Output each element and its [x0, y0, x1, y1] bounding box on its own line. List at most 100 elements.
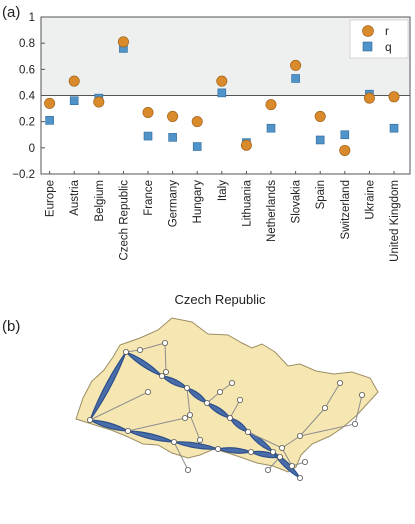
- network-node: [226, 414, 233, 421]
- network-node: [216, 388, 223, 395]
- x-tick-label: Ukraine: [364, 180, 376, 220]
- network-node: [336, 379, 343, 386]
- network-edge-weak: [186, 387, 191, 416]
- point-q-germany: [168, 133, 177, 142]
- network-node: [162, 368, 169, 375]
- y-tick-label: 0.4: [19, 91, 36, 103]
- y-tick-label: 0.8: [19, 38, 35, 50]
- network-node: [136, 346, 143, 353]
- x-tick-label: Hungary: [192, 180, 204, 224]
- point-q-united-kingdom: [389, 123, 399, 133]
- network-edge-weak: [281, 435, 301, 449]
- point-q-hungary: [192, 142, 202, 151]
- point-r-ukraine: [363, 92, 375, 104]
- network-node: [184, 466, 191, 473]
- network-node: [358, 391, 365, 398]
- point-q-europe: [45, 116, 54, 125]
- point-r-europe: [44, 97, 56, 109]
- panel-b-label: (b): [2, 318, 20, 335]
- legend-marker-r: [362, 25, 374, 37]
- network-node: [244, 428, 251, 435]
- network-node: [247, 448, 254, 455]
- panel-a-label: (a): [2, 4, 20, 21]
- point-q-netherlands: [266, 123, 276, 133]
- data-marks: [44, 36, 400, 156]
- point-r-france: [142, 107, 154, 119]
- point-r-czech-republic: [117, 36, 129, 48]
- network-node: [144, 388, 151, 395]
- point-r-hungary: [191, 116, 203, 128]
- legend-label-q: q: [385, 40, 392, 54]
- network-node: [214, 445, 221, 452]
- network-node: [228, 379, 235, 386]
- x-tick-label: Spain: [315, 180, 327, 209]
- point-q-italy: [217, 88, 227, 98]
- x-axis: Europe Austria Belgium Czech Republic France…: [45, 171, 401, 262]
- point-r-italy: [216, 75, 228, 87]
- network-node: [301, 458, 308, 465]
- network-node: [278, 444, 285, 451]
- network-node: [296, 474, 303, 481]
- point-r-netherlands: [265, 99, 277, 111]
- czech-map: [75, 317, 379, 481]
- network-node: [158, 372, 165, 379]
- legend-box: [349, 19, 409, 59]
- scatter-chart: −0.2 0 0.2 0.4 0.6 0.8 1 Europe Austria Belgium C…: [12, 12, 411, 262]
- point-q-switzerland: [340, 130, 350, 140]
- point-q-spain: [315, 135, 325, 145]
- network-edge-weak: [281, 447, 293, 467]
- x-tick-label: Czech Republic: [118, 180, 130, 261]
- map-title: Czech Republic: [174, 292, 266, 307]
- network-edge-weak: [164, 342, 167, 373]
- x-tick-label: Austria: [69, 179, 81, 215]
- x-tick-label: Netherlands: [266, 180, 278, 242]
- network-edge-weak: [89, 391, 149, 421]
- point-r-slovakia: [290, 59, 302, 71]
- point-r-spain: [314, 110, 326, 122]
- network-node: [196, 436, 203, 443]
- x-tick-label: United Kingdom: [389, 180, 401, 262]
- legend-label-r: r: [385, 24, 389, 38]
- network-node: [288, 462, 295, 469]
- network-node: [183, 384, 190, 391]
- network-edge-weak: [127, 417, 186, 432]
- point-r-united-kingdom: [388, 91, 400, 103]
- x-tick-label: Europe: [45, 180, 57, 217]
- network-edge-weak: [173, 441, 189, 471]
- network-node: [269, 448, 276, 455]
- point-r-lithuania: [240, 139, 252, 151]
- network-node: [351, 420, 358, 427]
- x-tick-label: France: [143, 180, 155, 216]
- network-node: [203, 399, 210, 406]
- point-q-slovakia: [291, 74, 300, 83]
- network-node: [276, 453, 283, 460]
- network-edge-weak: [299, 407, 326, 437]
- network-edge-weak: [324, 382, 341, 409]
- y-tick-label: −0.2: [12, 169, 35, 181]
- network-edge-weak: [189, 414, 201, 441]
- network-edge-weak: [354, 394, 363, 425]
- network-edge-weak: [229, 399, 241, 419]
- point-r-belgium: [93, 96, 105, 108]
- network-edge-weak: [139, 342, 166, 351]
- y-tick-label: 0.2: [19, 117, 35, 129]
- x-tick-label: Slovakia: [291, 179, 303, 223]
- x-tick-label: Lithuania: [241, 179, 253, 226]
- x-tick-label: Switzerland: [340, 180, 352, 239]
- network-node: [186, 411, 193, 418]
- point-q-austria: [69, 96, 79, 106]
- x-tick-label: Germany: [168, 180, 180, 228]
- network-node: [236, 396, 243, 403]
- network-node: [170, 438, 177, 445]
- x-tick-label: Belgium: [94, 180, 106, 222]
- network-node: [161, 339, 168, 346]
- legend-marker-q: [362, 41, 373, 52]
- network-node: [321, 404, 328, 411]
- y-tick-label: 1: [29, 12, 35, 24]
- y-tick-label: 0: [29, 143, 35, 155]
- point-r-austria: [68, 75, 80, 87]
- network-node: [264, 466, 271, 473]
- network-node: [87, 416, 94, 423]
- point-q-france: [143, 131, 153, 141]
